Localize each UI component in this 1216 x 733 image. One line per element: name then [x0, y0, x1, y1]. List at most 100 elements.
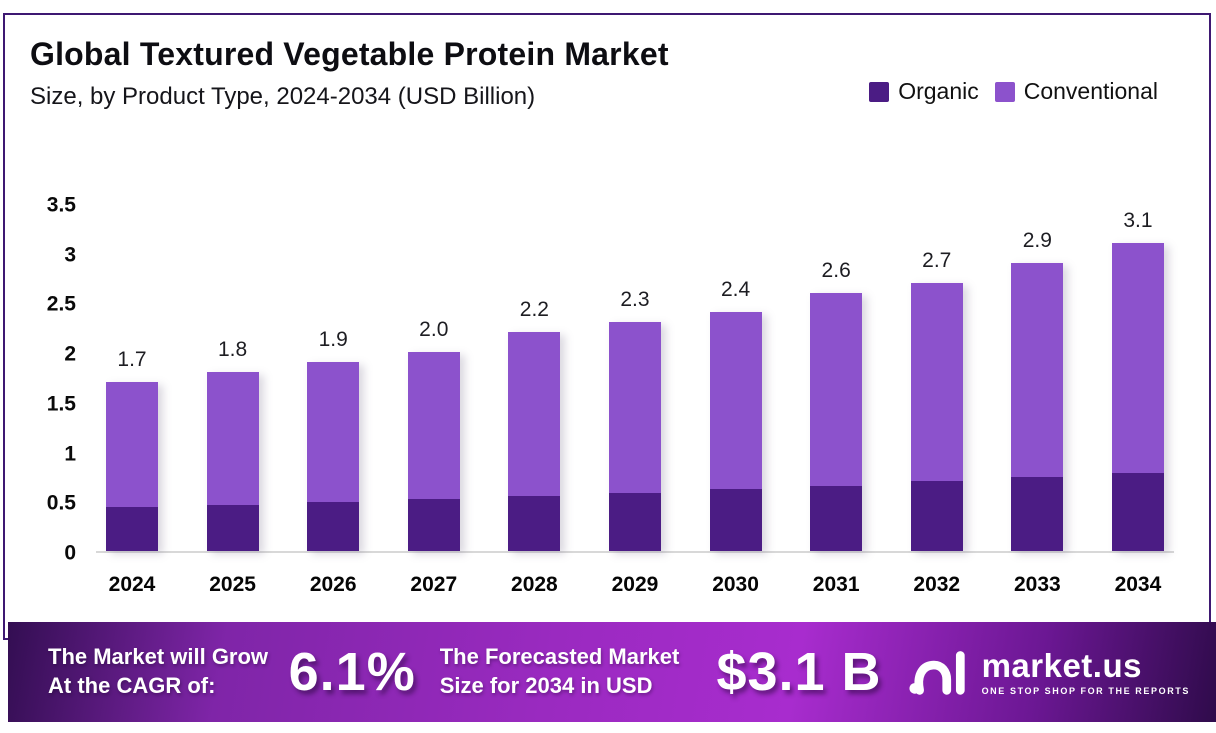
bar-total-label: 2.0 [419, 318, 449, 342]
chart-subtitle: Size, by Product Type, 2024-2034 (USD Bi… [30, 83, 536, 110]
x-axis-label: 2027 [410, 573, 458, 596]
x-axis-label: 2024 [108, 573, 156, 596]
x-axis-label: 2030 [712, 573, 759, 596]
y-tick-label: 2.5 [46, 292, 76, 316]
bar-total-label: 2.2 [519, 298, 549, 322]
forecast-label-line2: Size for 2034 in USD [439, 673, 653, 698]
bar-2032: 2.7 2032 [910, 249, 963, 596]
bar-segment-conventional [709, 312, 762, 490]
bar-segment-conventional [307, 362, 360, 503]
bar-2025: 1.8 2025 [206, 338, 259, 596]
bar-segment-organic [508, 496, 561, 551]
chart-legend: Organic Conventional [869, 78, 1158, 105]
y-tick-label: 3.5 [46, 193, 76, 217]
chart-header: Global Textured Vegetable Protein Market… [30, 36, 669, 111]
x-axis-label: 2033 [1013, 573, 1061, 596]
bar-total-label: 2.6 [821, 258, 851, 282]
x-axis-label: 2025 [209, 573, 256, 596]
x-axis-label: 2032 [913, 573, 961, 596]
forecast-label-line1: The Forecasted Market [439, 644, 680, 670]
stacked-bar-chart: 3.5 3 2.5 2 1.5 1 0.5 0 1.7 2024 1.8 2025 1.9 2026 2.… [28, 195, 1188, 596]
bar-2034: 3.1 2034 [1111, 209, 1164, 596]
bar-2027: 2.0 2027 [407, 318, 460, 596]
bar-total-label: 3.1 [1123, 208, 1153, 232]
bar-segment-conventional [407, 352, 460, 500]
cagr-label-line2: At the CAGR of: [48, 673, 216, 698]
logo-name: market.us [981, 646, 1142, 684]
y-axis: 3.5 3 2.5 2 1.5 1 0.5 0 [28, 195, 76, 564]
bar-2029: 2.3 2029 [608, 288, 661, 596]
bar-2028: 2.2 2028 [508, 298, 561, 596]
bar-segment-organic [1111, 473, 1164, 551]
forecast-value: $3.1 B [716, 642, 882, 702]
bar-stack [508, 332, 561, 551]
bar-2031: 2.6 2031 [810, 259, 863, 596]
bar-total-label: 2.7 [922, 248, 952, 272]
legend-swatch-icon [994, 81, 1015, 102]
chart-title: Global Textured Vegetable Protein Market [30, 36, 669, 72]
bar-segment-organic [307, 502, 360, 551]
bar-2026: 1.9 2026 [307, 328, 360, 596]
bar-stack [709, 312, 762, 551]
bar-total-label: 1.9 [318, 328, 348, 352]
x-axis-label: 2026 [309, 573, 357, 596]
plot-area: 1.7 2024 1.8 2025 1.9 2026 2.0 2027 2.2 2028 2.3 20… [96, 205, 1174, 596]
bar-segment-conventional [106, 382, 158, 508]
y-tick-label: 3 [64, 243, 76, 267]
forecast-label: The Forecasted Market Size for 2034 in U… [440, 643, 693, 700]
market-us-logo: market.us ONE STOP SHOP FOR THE REPORTS [908, 643, 1190, 702]
logo-text-block: market.us ONE STOP SHOP FOR THE REPORTS [982, 649, 1190, 696]
y-tick-label: 1 [64, 442, 76, 466]
bar-total-label: 2.3 [620, 288, 650, 312]
bar-2030: 2.4 2030 [709, 278, 762, 596]
bar-segment-organic [810, 486, 863, 551]
x-axis-label: 2028 [511, 573, 558, 596]
x-axis-label: 2034 [1114, 573, 1162, 596]
logo-tagline: ONE STOP SHOP FOR THE REPORTS [981, 685, 1190, 696]
bar-stack [1011, 262, 1064, 551]
cagr-label-line1: The Market will Grow [48, 644, 269, 670]
bar-2024: 1.7 2024 [106, 348, 158, 596]
bar-segment-organic [407, 499, 460, 551]
bar-segment-organic [106, 507, 158, 551]
bar-segment-organic [206, 505, 259, 551]
y-tick-label: 0 [64, 541, 76, 565]
bar-stack [1111, 242, 1164, 551]
cagr-label: The Market will Grow At the CAGR of: [48, 643, 289, 700]
bar-segment-organic [709, 489, 762, 551]
bar-stack [206, 372, 259, 551]
bar-stack [307, 362, 360, 551]
bar-segment-conventional [508, 332, 561, 497]
bar-stack [810, 292, 863, 551]
bar-segment-conventional [1111, 242, 1164, 474]
legend-label: Conventional [1023, 78, 1158, 104]
x-axis-label: 2029 [611, 573, 659, 596]
bar-total-label: 1.8 [217, 338, 248, 362]
bar-stack [106, 382, 158, 551]
bar-segment-organic [1011, 477, 1064, 551]
bar-total-label: 2.9 [1022, 228, 1052, 252]
bar-segment-conventional [1011, 262, 1064, 478]
legend-label: Organic [898, 78, 979, 104]
footer-banner: The Market will Grow At the CAGR of: 6.1… [8, 622, 1216, 722]
legend-item-organic: Organic [869, 78, 979, 105]
market-us-logo-icon [908, 643, 970, 702]
bar-stack [608, 322, 661, 551]
cagr-value: 6.1% [288, 642, 416, 702]
y-tick-label: 0.5 [46, 491, 76, 515]
bar-stack [910, 282, 963, 551]
legend-item-conventional: Conventional [994, 78, 1158, 105]
bar-segment-conventional [910, 282, 963, 482]
y-tick-label: 2 [64, 342, 76, 366]
bar-2033: 2.9 2033 [1011, 229, 1064, 596]
x-axis-label: 2031 [812, 573, 860, 596]
legend-swatch-icon [869, 81, 890, 102]
bar-segment-conventional [810, 292, 863, 487]
bar-stack [407, 352, 460, 551]
bar-segment-organic [910, 481, 963, 551]
y-tick-label: 1.5 [46, 392, 76, 416]
bar-total-label: 2.4 [720, 278, 751, 302]
bar-segment-conventional [206, 372, 259, 506]
bar-segment-organic [608, 493, 661, 551]
